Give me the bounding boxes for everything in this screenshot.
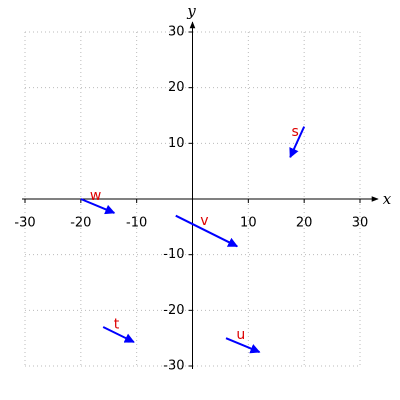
vector-label: w <box>90 188 101 204</box>
y-tick-label: 10 <box>168 136 185 151</box>
vector-label: s <box>292 124 299 140</box>
x-tick-label: -10 <box>126 216 147 231</box>
vector-arrow <box>175 214 239 248</box>
vector-label: v <box>200 213 208 229</box>
vector-arrow <box>225 337 261 354</box>
y-tick-label: 30 <box>168 25 185 40</box>
x-tick-label: -30 <box>14 216 35 231</box>
y-tick-label: -20 <box>163 303 184 318</box>
vector-arrow <box>80 198 116 215</box>
x-tick-label: 10 <box>240 216 257 231</box>
x-tick-label: 20 <box>296 216 313 231</box>
y-tick-label: 20 <box>168 80 185 95</box>
vector-label: t <box>114 317 120 333</box>
vector-label: u <box>236 327 245 343</box>
vector-arrow <box>102 326 135 343</box>
x-tick-label: -20 <box>70 216 91 231</box>
y-tick-label: -30 <box>163 359 184 374</box>
x-axis-label: x <box>383 190 392 208</box>
y-tick-label: -10 <box>163 247 184 262</box>
x-tick-label: 30 <box>352 216 369 231</box>
vector-arrow <box>289 126 306 159</box>
y-axis-label: y <box>186 2 196 20</box>
